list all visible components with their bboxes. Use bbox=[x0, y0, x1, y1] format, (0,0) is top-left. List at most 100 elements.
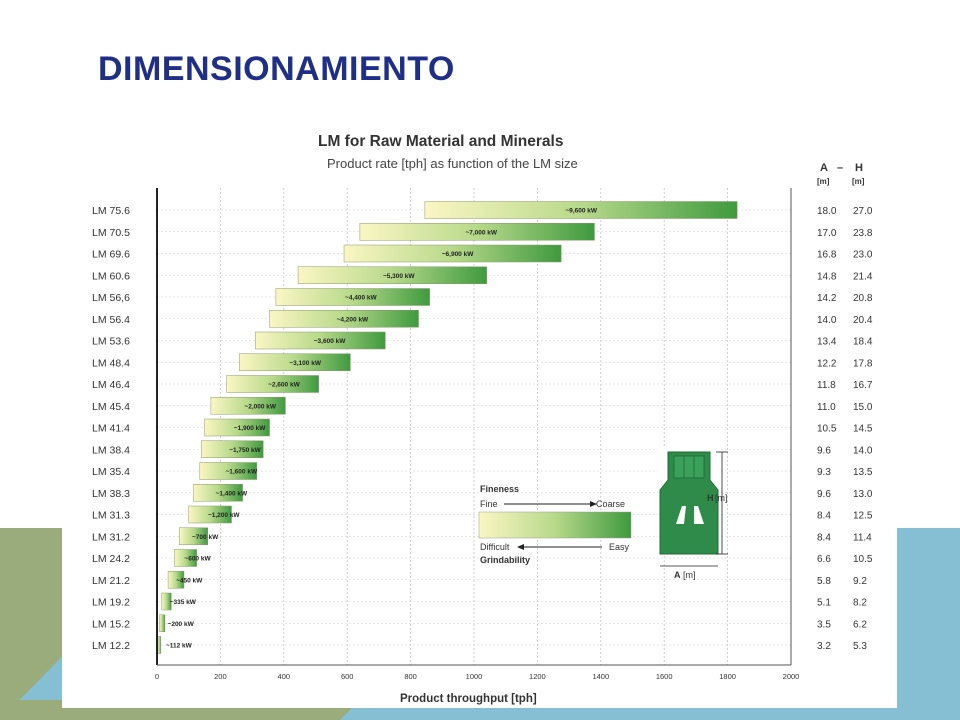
x-tick-label: 400 bbox=[278, 672, 291, 681]
bar-power-label: ~3,600 kW bbox=[314, 338, 346, 345]
x-tick-label: 0 bbox=[155, 672, 159, 681]
bar-power-label: ~112 kW bbox=[166, 643, 193, 650]
dim-a-value: 8.4 bbox=[817, 511, 831, 522]
legend: Fineness Fine Coarse Difficult Easy Grin… bbox=[478, 484, 632, 565]
category-label: LM 35.4 bbox=[92, 466, 130, 478]
chart-panel: LM for Raw Material and Minerals Product… bbox=[62, 108, 897, 708]
dim-a-value: 14.2 bbox=[817, 293, 837, 304]
dim-a-value: 16.8 bbox=[817, 250, 837, 261]
bar bbox=[161, 592, 172, 611]
bar-power-label: ~335 kW bbox=[170, 599, 197, 606]
dim-h-value: 8.2 bbox=[853, 598, 867, 609]
dim-a-value: 14.0 bbox=[817, 315, 837, 326]
mill-roller-left bbox=[676, 506, 686, 524]
bar bbox=[199, 462, 258, 480]
dim-header-h: H bbox=[855, 162, 863, 174]
category-label: LM 31.2 bbox=[92, 531, 130, 543]
mill-roller-right bbox=[694, 506, 704, 524]
dim-a-value: 6.6 bbox=[817, 554, 831, 565]
bars: ~9,600 kW ~7,000 kW ~6,900 kW ~5,300 kW ~4,4… bbox=[157, 201, 738, 654]
dim-a-value: 5.1 bbox=[817, 598, 831, 609]
bar-power-label: ~4,400 kW bbox=[345, 295, 377, 302]
x-tick-label: 600 bbox=[341, 672, 354, 681]
category-label: LM 53.6 bbox=[92, 336, 130, 348]
dim-a-value: 17.0 bbox=[817, 228, 837, 239]
category-label: LM 21.2 bbox=[92, 575, 130, 587]
dim-h-value: 13.5 bbox=[853, 467, 873, 478]
mill-top-module bbox=[673, 455, 705, 479]
category-label: LM 48.4 bbox=[92, 357, 130, 369]
dim-a-value: 5.8 bbox=[817, 576, 831, 587]
dim-a-value: 10.5 bbox=[817, 424, 837, 435]
category-label: LM 41.4 bbox=[92, 423, 130, 435]
category-label: LM 19.2 bbox=[92, 597, 130, 609]
legend-fineness-arrowhead bbox=[590, 501, 597, 507]
category-label: LM 69.6 bbox=[92, 249, 130, 261]
dim-h-value: 18.4 bbox=[853, 337, 873, 348]
bar bbox=[424, 201, 738, 219]
dim-h-value: 16.7 bbox=[853, 380, 873, 391]
bar-power-label: ~1,900 kW bbox=[234, 425, 266, 432]
dim-a-value: 11.8 bbox=[817, 380, 836, 391]
legend-grindability: Grindability bbox=[480, 555, 530, 565]
dim-a-value: 18.0 bbox=[817, 206, 837, 217]
mill-diagram: H [m] A [m] bbox=[658, 448, 728, 580]
bar bbox=[269, 310, 419, 328]
legend-easy: Easy bbox=[609, 542, 630, 552]
dim-h-value: 17.8 bbox=[853, 358, 873, 369]
dim-unit-a: [m] bbox=[817, 177, 830, 186]
bar-power-label: ~6,900 kW bbox=[442, 251, 474, 258]
bar-power-label: ~2,600 kW bbox=[268, 382, 300, 389]
x-tick-labels: 0 200 400 600 800 1000 1200 1400 1600 1800 2000 bbox=[155, 672, 799, 681]
category-label: LM 46.4 bbox=[92, 379, 130, 391]
bar-power-label: ~9,600 kW bbox=[565, 208, 597, 215]
x-tick-label: 1800 bbox=[719, 672, 736, 681]
bar-power-label: ~1,200 kW bbox=[208, 512, 240, 519]
x-tick-label: 200 bbox=[214, 672, 227, 681]
dim-header-dash: – bbox=[837, 162, 843, 174]
dim-h-value: 23.0 bbox=[853, 250, 873, 261]
legend-difficult: Difficult bbox=[480, 542, 510, 552]
chart: LM for Raw Material and Minerals Product… bbox=[92, 133, 873, 705]
bar-power-label: ~3,100 kW bbox=[289, 360, 321, 367]
dim-h-value: 27.0 bbox=[853, 206, 873, 217]
bar bbox=[204, 418, 270, 437]
bar-power-label: ~1,400 kW bbox=[216, 490, 248, 497]
bar bbox=[297, 266, 487, 284]
dim-a-value: 8.4 bbox=[817, 532, 831, 543]
mill-a-unit: [m] bbox=[683, 570, 696, 580]
bar bbox=[178, 527, 208, 545]
bar-power-label: ~200 kW bbox=[168, 621, 195, 628]
bar bbox=[255, 331, 386, 350]
legend-grind-arrowhead bbox=[517, 544, 524, 550]
bar bbox=[226, 375, 319, 393]
dim-a-value: 9.6 bbox=[817, 489, 831, 500]
bar bbox=[275, 288, 430, 306]
bar bbox=[174, 549, 197, 567]
dim-unit-h: [m] bbox=[852, 177, 865, 186]
bar bbox=[193, 484, 243, 502]
category-label: LM 24.2 bbox=[92, 553, 130, 565]
x-tick-label: 1600 bbox=[656, 672, 673, 681]
category-label: LM 60.6 bbox=[92, 270, 130, 282]
dim-a-value: 12.2 bbox=[817, 358, 837, 369]
slide-title: DIMENSIONAMIENTO bbox=[98, 50, 455, 88]
dim-a-value: 9.3 bbox=[817, 467, 831, 478]
dim-h-value: 20.8 bbox=[853, 293, 873, 304]
x-tick-label: 1400 bbox=[592, 672, 609, 681]
bar bbox=[159, 614, 166, 632]
mill-h-unit: [m] bbox=[715, 493, 728, 503]
category-label: LM 31.3 bbox=[92, 510, 130, 522]
chart-title: LM for Raw Material and Minerals bbox=[318, 133, 563, 150]
category-label: LM 56,6 bbox=[92, 292, 130, 304]
legend-fine: Fine bbox=[480, 499, 498, 509]
x-tick-label: 1200 bbox=[529, 672, 546, 681]
x-tick-label: 1000 bbox=[466, 672, 483, 681]
dim-h-value: 13.0 bbox=[853, 489, 873, 500]
x-tick-label: 2000 bbox=[783, 672, 800, 681]
dim-a-value: 13.4 bbox=[817, 337, 837, 348]
category-label: LM 38.4 bbox=[92, 444, 130, 456]
bar-power-label: ~5,300 kW bbox=[383, 273, 415, 280]
category-label: LM 12.2 bbox=[92, 640, 130, 652]
bar-power-label: ~1,750 kW bbox=[229, 447, 261, 454]
